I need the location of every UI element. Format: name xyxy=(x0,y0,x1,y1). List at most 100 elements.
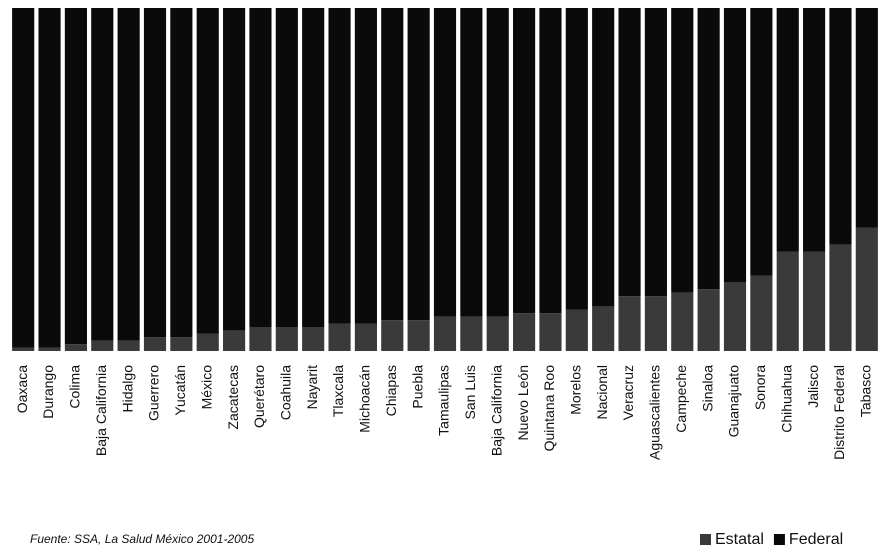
x-tick-label: Jalisco xyxy=(805,365,821,408)
bar-segment xyxy=(117,8,140,341)
bar-segment xyxy=(592,306,615,351)
x-tick-label: Tabasco xyxy=(858,365,874,417)
bar-segment xyxy=(460,316,483,351)
bar-segment xyxy=(803,251,826,351)
bar-segment xyxy=(275,8,298,327)
x-tick-label: Sonora xyxy=(752,365,768,410)
x-tick-label: Zacatecas xyxy=(225,365,241,430)
bar-segment xyxy=(302,326,325,351)
x-tick-label: Durango xyxy=(40,365,56,419)
bar-segment xyxy=(381,8,404,321)
x-tick-label: Yucatán xyxy=(172,365,188,416)
bar-segment xyxy=(170,337,193,351)
x-tick-label: Nuevo León xyxy=(515,365,531,441)
bar-segment xyxy=(486,316,509,351)
x-tick-label: Querétaro xyxy=(251,365,267,428)
bar-segment xyxy=(829,244,852,351)
bar-segment xyxy=(170,8,193,338)
bar-segment xyxy=(829,8,852,245)
bar-segment xyxy=(644,8,667,297)
bar-segment xyxy=(91,340,114,351)
bar-segment xyxy=(38,347,61,351)
x-tick-label: Guanajuato xyxy=(726,365,742,438)
bar-segment xyxy=(486,8,509,317)
bar-segment xyxy=(855,8,878,228)
bar-segment xyxy=(513,8,536,314)
x-tick-label: Michoacán xyxy=(357,365,373,433)
bar-segment xyxy=(697,8,720,290)
bar-segment xyxy=(750,8,773,276)
bar-segment xyxy=(539,313,562,351)
bar-segment xyxy=(354,323,377,351)
bar-segment xyxy=(249,8,272,327)
bar-segment xyxy=(223,8,246,331)
x-tick-label: Colima xyxy=(67,365,83,409)
x-tick-label: Puebla xyxy=(409,365,425,409)
bar-segment xyxy=(565,8,588,310)
x-tick-label: Baja California xyxy=(93,365,109,456)
x-tick-label: Quintana Roo xyxy=(541,365,557,452)
bar-segment xyxy=(644,296,667,351)
x-tick-label: Morelos xyxy=(568,365,584,415)
x-tick-label: Baja California xyxy=(488,365,504,456)
legend-swatch xyxy=(700,534,711,545)
bar-segment xyxy=(433,8,457,317)
bar-segment xyxy=(855,227,878,351)
bar-segment xyxy=(196,8,219,334)
x-tick-label: Veracruz xyxy=(620,365,636,420)
bar-segment xyxy=(117,340,140,351)
x-tick-label: Distrito Federal xyxy=(831,365,847,460)
source-note: Fuente: SSA, La Salud México 2001-2005 xyxy=(30,532,254,546)
legend-swatch xyxy=(773,534,785,545)
legend-label: Federal xyxy=(789,531,843,548)
bar-segment xyxy=(275,326,298,351)
bar-segment xyxy=(381,320,404,351)
x-tick-label: Campeche xyxy=(673,365,689,433)
bar-segment xyxy=(803,8,826,252)
bar-segment xyxy=(143,337,167,351)
bar-segment xyxy=(750,275,773,351)
bar-segment xyxy=(12,8,35,348)
x-tick-label: Sinaloa xyxy=(699,365,715,412)
bar-segment xyxy=(723,282,747,351)
x-tick-label: Tamaulipas xyxy=(436,365,452,436)
bar-segment xyxy=(407,320,430,351)
x-tick-label: Guerrero xyxy=(146,365,162,421)
bar-segment xyxy=(91,8,114,341)
bar-segment xyxy=(697,289,720,351)
x-tick-label: Tlaxcala xyxy=(330,365,346,417)
x-tick-label: Nayarit xyxy=(304,365,320,409)
bar-segment xyxy=(618,8,641,297)
bar-segment xyxy=(249,326,272,351)
x-tick-label: Oaxaca xyxy=(14,365,30,413)
bar-segment xyxy=(776,8,799,252)
bar-segment xyxy=(302,8,325,327)
x-tick-label: Nacional xyxy=(594,365,610,419)
bar-segment xyxy=(223,330,246,351)
bar-segment xyxy=(407,8,430,321)
bar-segment xyxy=(671,292,694,351)
bar-segment xyxy=(592,8,615,307)
x-tick-label: México xyxy=(198,365,214,410)
bar-segment xyxy=(723,8,747,283)
bar-segment xyxy=(618,296,641,351)
bar-segment xyxy=(776,251,799,351)
x-tick-label: San Luis xyxy=(462,365,478,419)
bar-segment xyxy=(143,8,167,338)
x-tick-label: Chihuahua xyxy=(778,365,794,433)
x-tick-label: Hidalgo xyxy=(119,365,135,413)
bar-segment xyxy=(354,8,377,324)
bar-segment xyxy=(539,8,562,314)
legend-label: Estatal xyxy=(715,531,764,548)
bar-segment xyxy=(460,8,483,317)
bar-segment xyxy=(196,333,219,351)
bar-segment xyxy=(12,347,35,351)
bar-segment xyxy=(64,8,87,345)
bar-segment xyxy=(38,8,61,348)
bar-segment xyxy=(671,8,694,293)
x-tick-label: Chiapas xyxy=(383,365,399,416)
x-tick-label: Aguascalientes xyxy=(647,365,663,460)
x-tick-label: Coahuila xyxy=(278,365,294,420)
bar-segment xyxy=(64,344,87,351)
